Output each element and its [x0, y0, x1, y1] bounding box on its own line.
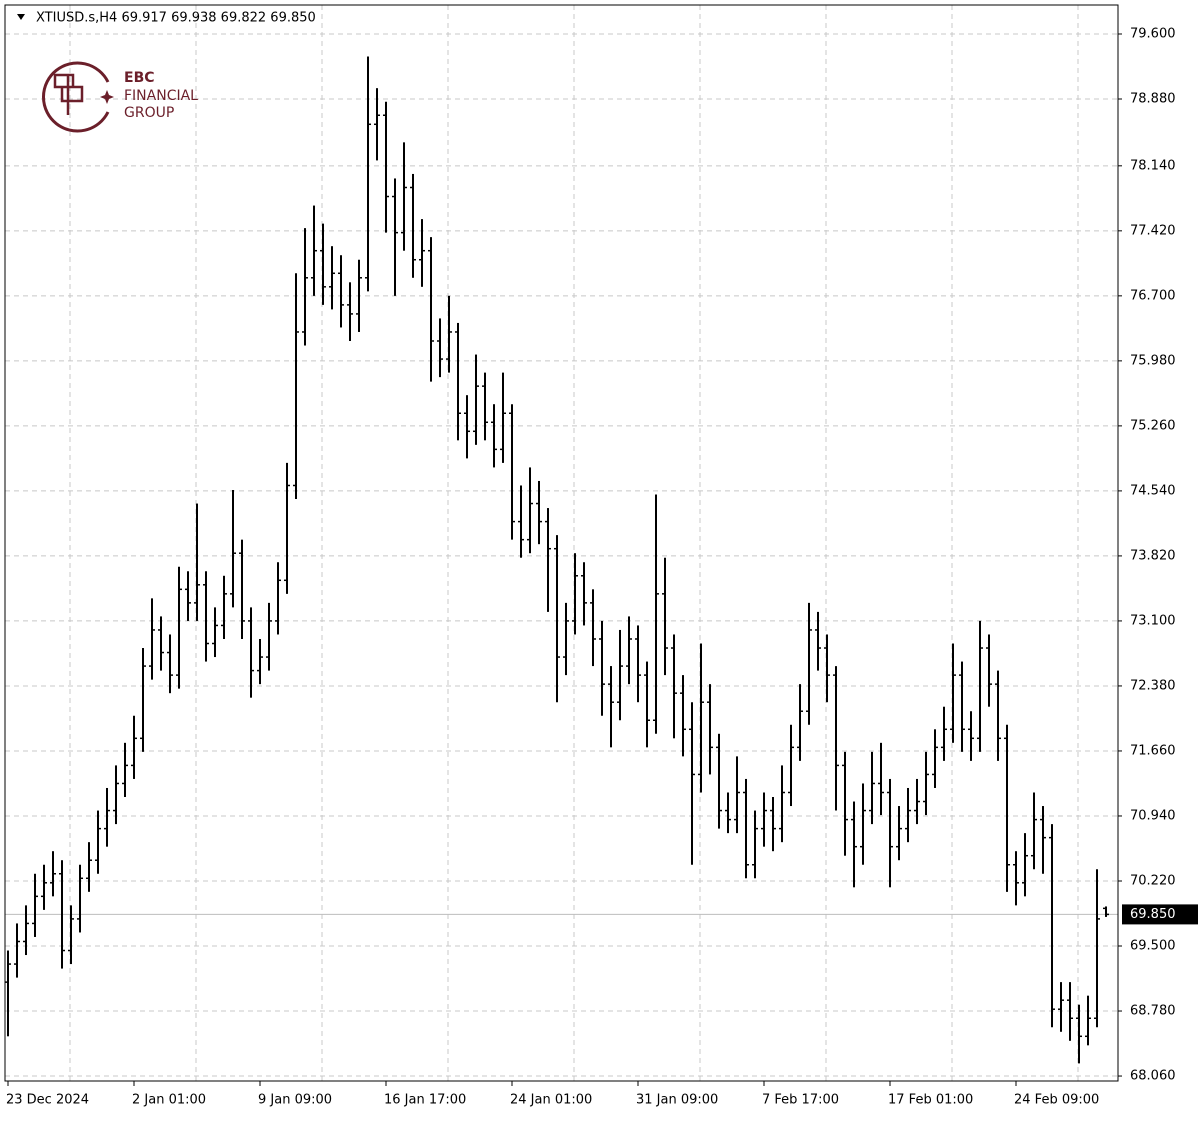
y-tick-label: 73.820 — [1130, 548, 1176, 563]
logo-ring — [41, 61, 110, 133]
x-tick-label: 23 Dec 2024 — [6, 1093, 89, 1108]
x-tick-label: 17 Feb 01:00 — [888, 1093, 973, 1108]
y-tick-label: 68.780 — [1130, 1004, 1176, 1019]
logo-mark — [53, 73, 84, 115]
grid — [5, 5, 1118, 1081]
y-tick-label: 73.100 — [1130, 613, 1176, 628]
y-tick-label: 71.660 — [1130, 743, 1176, 758]
y-tick-label: 75.260 — [1130, 418, 1176, 433]
chart-title: XTIUSD.s,H4 69.917 69.938 69.822 69.850 — [36, 11, 316, 26]
logo-text: EBC — [124, 70, 155, 86]
logo-text: GROUP — [124, 105, 174, 121]
x-tick-label: 16 Jan 17:00 — [384, 1093, 466, 1108]
y-tick-label: 70.940 — [1130, 808, 1176, 823]
bars — [5, 56, 1109, 1064]
x-tick-label: 24 Jan 01:00 — [510, 1093, 592, 1108]
y-tick-label: 69.500 — [1130, 939, 1176, 954]
y-tick-label: 78.880 — [1130, 92, 1176, 107]
y-tick-label: 72.380 — [1130, 678, 1176, 693]
y-tick-label: 75.980 — [1130, 353, 1176, 368]
x-tick-label: 9 Jan 09:00 — [258, 1093, 332, 1108]
y-tick-label: 79.600 — [1130, 26, 1176, 41]
logo-star — [100, 90, 114, 104]
plot-frame — [4, 4, 1119, 1082]
menu-arrow[interactable] — [17, 14, 25, 20]
current-price-box — [1122, 904, 1198, 925]
x-tick-label: 2 Jan 01:00 — [132, 1093, 206, 1108]
y-tick-label: 78.140 — [1130, 158, 1176, 173]
current-price-label: 69.850 — [1130, 907, 1176, 922]
y-tick-label: 77.420 — [1130, 223, 1176, 238]
y-tick-label: 76.700 — [1130, 288, 1176, 303]
x-tick-label: 7 Feb 17:00 — [762, 1093, 839, 1108]
y-tick-label: 70.220 — [1130, 873, 1176, 888]
x-tick-label: 24 Feb 09:00 — [1014, 1093, 1099, 1108]
x-tick-label: 31 Jan 09:00 — [636, 1093, 718, 1108]
y-tick-label: 74.540 — [1130, 483, 1176, 498]
logo-text: FINANCIAL — [124, 88, 198, 104]
logo — [41, 61, 114, 133]
y-tick-label: 68.060 — [1130, 1069, 1176, 1084]
